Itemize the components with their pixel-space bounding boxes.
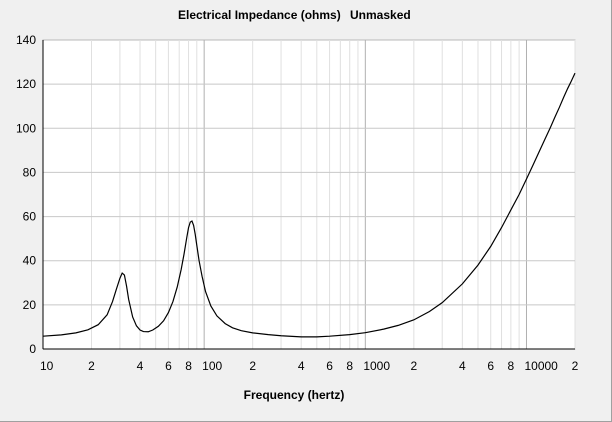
plot-area bbox=[42, 39, 576, 350]
x-tick-label: 4 bbox=[459, 359, 466, 373]
x-tick-label: 4 bbox=[298, 359, 305, 373]
chart-title: Electrical Impedance (ohms) bbox=[178, 8, 341, 22]
x-tick-label: 6 bbox=[165, 359, 172, 373]
chart-subtitle: Unmasked bbox=[350, 8, 411, 22]
x-tick-label: 2 bbox=[410, 359, 417, 373]
y-tick-label: 80 bbox=[23, 165, 37, 179]
y-tick-label: 20 bbox=[23, 298, 37, 312]
x-tick-label: 10 bbox=[40, 359, 54, 373]
y-tick-label: 100 bbox=[16, 121, 36, 135]
x-tick-label: 6 bbox=[326, 359, 333, 373]
x-tick-label: 2 bbox=[249, 359, 256, 373]
x-tick-label: 8 bbox=[508, 359, 515, 373]
impedance-series-line bbox=[42, 72, 576, 338]
x-tick-label: 2 bbox=[88, 359, 95, 373]
x-axis-label: Frequency (hertz) bbox=[244, 388, 345, 402]
y-axis-ticks: 0 20 40 60 80 100 120 140 bbox=[16, 33, 36, 356]
major-gridlines bbox=[43, 40, 575, 349]
y-tick-label: 120 bbox=[16, 77, 36, 91]
minor-gridlines bbox=[91, 40, 576, 349]
y-tick-label: 0 bbox=[29, 342, 36, 356]
x-tick-label: 8 bbox=[185, 359, 192, 373]
x-tick-label: 10000 bbox=[524, 359, 558, 373]
x-tick-label: 1000 bbox=[363, 359, 390, 373]
x-tick-label: 8 bbox=[346, 359, 353, 373]
y-tick-label: 60 bbox=[23, 210, 37, 224]
y-tick-label: 40 bbox=[23, 254, 37, 268]
x-tick-label: 4 bbox=[137, 359, 144, 373]
x-tick-label: 2 bbox=[572, 359, 579, 373]
x-tick-label: 6 bbox=[487, 359, 494, 373]
y-tick-label: 140 bbox=[16, 33, 36, 47]
x-axis-ticks: 10 2 4 6 8 100 2 4 6 8 1000 2 4 6 8 10000 2 bbox=[40, 359, 579, 373]
x-tick-label: 100 bbox=[202, 359, 222, 373]
